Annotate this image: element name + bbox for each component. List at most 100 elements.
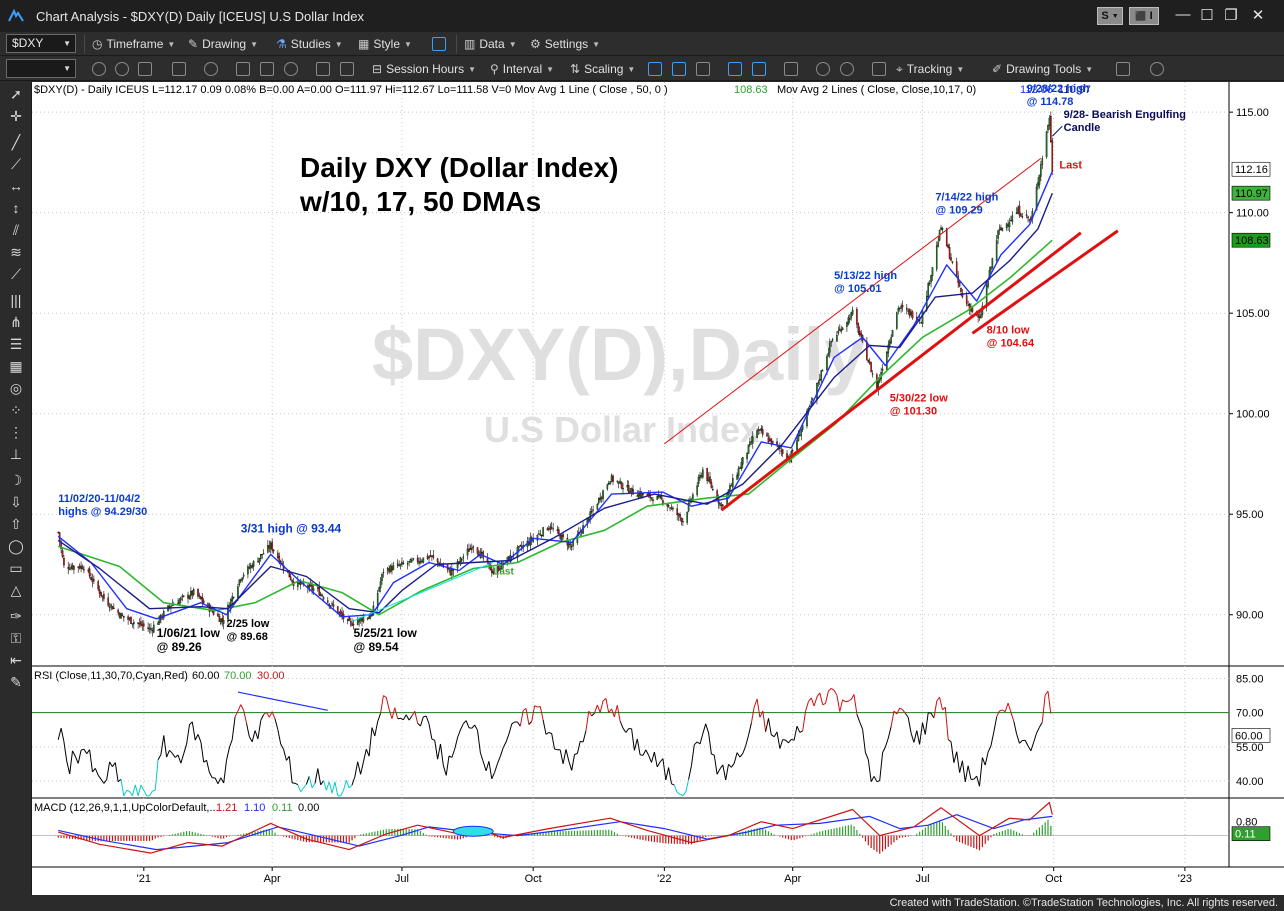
lock-icon[interactable]: ⚿ bbox=[10, 630, 22, 646]
rsi-segment bbox=[796, 725, 801, 733]
timeframe-menu[interactable]: ◷ Timeframe ▼ bbox=[92, 37, 176, 51]
crosshair-tool-icon[interactable]: ✛ bbox=[10, 108, 22, 124]
arrow-down-icon[interactable]: ⇩ bbox=[10, 494, 22, 510]
maximize-icon[interactable]: ☐ bbox=[1200, 7, 1214, 24]
rsi-segment bbox=[274, 718, 279, 730]
link-chart-icon[interactable] bbox=[432, 37, 446, 51]
camera-icon[interactable] bbox=[236, 62, 250, 76]
restore-icon[interactable]: ❐ bbox=[1224, 7, 1238, 24]
candle-body bbox=[961, 293, 964, 297]
macd-value: 1.21 bbox=[216, 802, 237, 814]
shift-right-icon[interactable] bbox=[752, 62, 766, 76]
grid-tool-icon[interactable]: ▦ bbox=[9, 358, 23, 374]
candle-body bbox=[596, 504, 599, 510]
drawing-tools-menu[interactable]: ✐ Drawing Tools ▼ bbox=[992, 62, 1094, 76]
shift-left-icon[interactable] bbox=[728, 62, 742, 76]
data-window-icon[interactable] bbox=[872, 62, 886, 76]
rsi-segment bbox=[551, 733, 555, 750]
zoom-fit-icon[interactable] bbox=[115, 62, 129, 76]
crosshair-icon[interactable] bbox=[316, 62, 330, 76]
candle-body bbox=[131, 623, 134, 625]
zoom-in-icon[interactable] bbox=[816, 62, 830, 76]
tracking-menu[interactable]: ⌖ Tracking ▼ bbox=[896, 61, 965, 77]
cycle-icon[interactable]: ⊥ bbox=[9, 446, 23, 462]
expand-icon[interactable] bbox=[784, 62, 798, 76]
dxy-daily-chart[interactable]: '21 Apr Jul Oct '22 Apr Jul Oct '23 115.00 110.00 1… bbox=[32, 82, 1284, 895]
dots-icon[interactable]: ⁘ bbox=[10, 402, 22, 418]
pen-icon[interactable]: ✑ bbox=[10, 608, 22, 624]
style-menu[interactable]: ▦ Style ▼ bbox=[358, 37, 412, 51]
settings-menu[interactable]: ⚙ Settings ▼ bbox=[530, 37, 601, 51]
data-menu[interactable]: ▥ Data ▼ bbox=[464, 37, 517, 51]
ellipse-icon[interactable]: ◯ bbox=[8, 538, 24, 554]
vertical-line-icon[interactable]: ↕ bbox=[12, 200, 20, 216]
refresh-icon[interactable] bbox=[204, 62, 218, 76]
candle-body bbox=[712, 488, 714, 491]
rectangle-icon[interactable]: ▭ bbox=[9, 560, 23, 576]
ray-tool-icon[interactable]: ⟋ bbox=[11, 156, 21, 172]
regression-icon[interactable]: ⟋ bbox=[11, 266, 21, 282]
rsi-segment bbox=[959, 760, 963, 773]
candle-body bbox=[408, 561, 410, 563]
candle-body bbox=[642, 493, 644, 496]
rsi-segment bbox=[360, 761, 364, 775]
highlighter-icon[interactable]: ✎ bbox=[10, 674, 22, 690]
cloud-icon[interactable] bbox=[1150, 62, 1164, 76]
text-tool-icon[interactable]: ⇤ bbox=[10, 652, 22, 668]
arc-icon[interactable]: ☽ bbox=[9, 472, 23, 488]
x-tick-label: Jul bbox=[395, 873, 409, 885]
annotation-text: 5/25/21 low bbox=[353, 626, 417, 640]
find-icon[interactable] bbox=[284, 62, 298, 76]
zoom-out-icon[interactable] bbox=[840, 62, 854, 76]
spiral-icon[interactable]: ◎ bbox=[9, 380, 23, 396]
candle-body bbox=[821, 370, 824, 372]
session-hours-menu[interactable]: ⊟ Session Hours ▼ bbox=[372, 62, 477, 76]
minimize-icon[interactable]: — bbox=[1175, 6, 1191, 23]
zoom-reset-icon[interactable] bbox=[92, 62, 106, 76]
horizontal-line-icon[interactable]: ↔ bbox=[9, 178, 23, 194]
close-icon[interactable]: ✕ bbox=[1251, 7, 1265, 24]
hierarchy-icon[interactable] bbox=[340, 62, 354, 76]
gann-icon[interactable]: ☰ bbox=[9, 336, 23, 352]
rsi-segment bbox=[1033, 732, 1038, 743]
rsi-segment bbox=[519, 710, 524, 727]
rsi-segment bbox=[919, 722, 923, 745]
scaling-menu[interactable]: ⇅ Scaling ▼ bbox=[570, 62, 636, 76]
line-style-icon[interactable] bbox=[696, 62, 710, 76]
symbol-link-i-button[interactable]: ⬛ I bbox=[1129, 7, 1159, 25]
trendline-tool-icon[interactable]: ╱ bbox=[11, 134, 21, 150]
fib-fan-icon[interactable]: ⋔ bbox=[10, 314, 22, 330]
calendar-icon[interactable] bbox=[138, 62, 152, 76]
rsi-segment bbox=[819, 692, 824, 705]
candle-body bbox=[392, 565, 395, 570]
rsi-segment bbox=[440, 743, 444, 766]
fork-icon[interactable]: ⋮ bbox=[9, 424, 23, 440]
copyright-text: Created with TradeStation. ©TradeStation… bbox=[889, 897, 1278, 909]
fib-icon[interactable]: ||| bbox=[10, 292, 22, 308]
candle-body bbox=[269, 542, 272, 549]
interval-combo[interactable]: ▼ bbox=[6, 59, 76, 78]
candle-style-icon[interactable] bbox=[672, 62, 686, 76]
candle-body bbox=[376, 593, 379, 608]
channel-tool-icon[interactable]: ⫽ bbox=[12, 222, 20, 238]
interval-menu[interactable]: ⚲ Interval ▼ bbox=[490, 62, 555, 76]
candle-body bbox=[406, 563, 409, 565]
export-icon[interactable] bbox=[1116, 62, 1130, 76]
bar-style-icon[interactable] bbox=[648, 62, 662, 76]
symbol-link-s-button[interactable]: S ▼ bbox=[1097, 7, 1123, 25]
candle-body bbox=[352, 624, 355, 626]
drawing-menu[interactable]: ✎ Drawing ▼ bbox=[188, 37, 258, 51]
candle-body bbox=[977, 314, 979, 318]
symbol-input[interactable]: $DXY ▼ bbox=[6, 34, 76, 53]
pointer-icon[interactable]: ➚ bbox=[10, 86, 22, 102]
chart-area[interactable]: '21 Apr Jul Oct '22 Apr Jul Oct '23 115.00 110.00 1… bbox=[32, 82, 1284, 895]
grid-icon[interactable] bbox=[172, 62, 186, 76]
candle-body bbox=[110, 604, 112, 607]
parallel-lines-icon[interactable]: ≋ bbox=[10, 244, 22, 260]
triangle-icon[interactable]: △ bbox=[10, 582, 22, 598]
print-icon[interactable] bbox=[260, 62, 274, 76]
rsi-tick-label: 85.00 bbox=[1236, 673, 1264, 685]
candle-body bbox=[198, 595, 201, 597]
arrow-up-icon[interactable]: ⇧ bbox=[10, 516, 22, 532]
studies-menu[interactable]: ⚗ Studies ▼ bbox=[276, 37, 343, 51]
